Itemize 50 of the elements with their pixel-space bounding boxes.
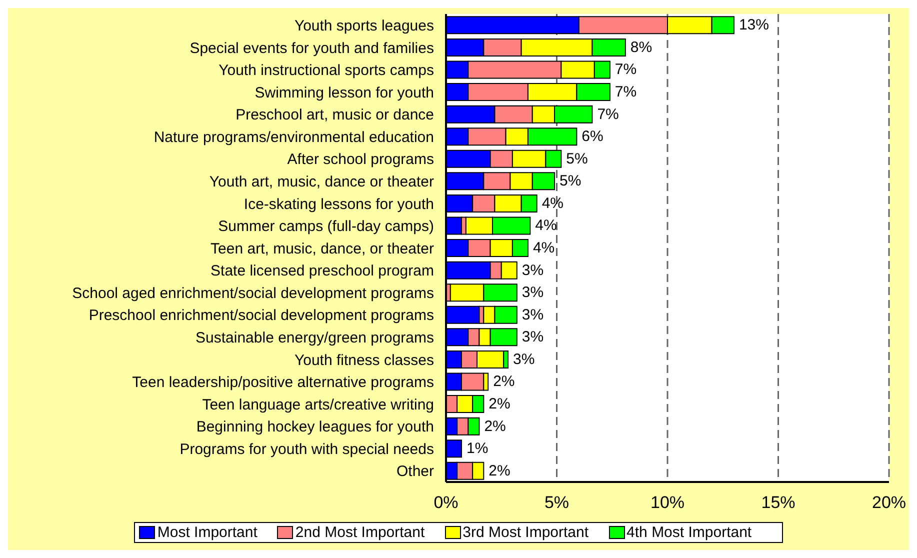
total-label: 3%	[513, 350, 535, 368]
y-tick-label: State licensed preschool program	[210, 262, 434, 280]
y-tick-label: Teen language arts/creative writing	[202, 396, 434, 414]
y-tick-label: Summer camps (full-day camps)	[218, 218, 434, 236]
total-label: 2%	[488, 396, 510, 412]
x-tick-label: 0%	[434, 493, 458, 512]
y-tick-label: School aged enrichment/social development programs	[72, 284, 434, 302]
y-tick-label: Teen leadership/positive alternative programs	[132, 374, 434, 392]
total-label: 5%	[566, 150, 588, 168]
x-tick-label: 20%	[872, 493, 906, 512]
legend-label: 2nd Most Important	[294, 524, 425, 541]
total-label: 7%	[614, 84, 637, 100]
total-label: 5%	[560, 172, 582, 190]
total-label: 6%	[582, 128, 604, 146]
total-label: 3%	[522, 262, 544, 279]
y-tick-label: Programs for youth with special needs	[180, 440, 434, 458]
total-label: 4%	[542, 194, 564, 212]
x-tick-label: 10%	[650, 493, 685, 512]
y-tick-label: Teen art, music, dance, or theater	[210, 240, 434, 258]
total-label: 2%	[493, 373, 515, 390]
y-tick-label: Swimming lesson for youth	[254, 84, 434, 102]
y-tick-label: Special events for youth and families	[190, 40, 434, 57]
legend-label: 3rd Most Important	[462, 524, 589, 541]
total-label: 7%	[597, 106, 619, 123]
y-tick-label: Other	[396, 463, 434, 480]
total-label: 3%	[522, 306, 544, 324]
total-label: 2%	[488, 462, 510, 480]
y-tick-label: Sustainable energy/green programs	[196, 329, 434, 346]
y-tick-label: After school programs	[287, 151, 434, 168]
y-tick-label: Youth art, music, dance or theater	[209, 173, 434, 190]
y-tick-label: Nature programs/environmental education	[154, 128, 434, 146]
total-label: 2%	[484, 418, 506, 435]
total-label: 13%	[738, 16, 769, 34]
legend-label: 4th Most Important	[626, 524, 752, 541]
y-tick-label: Preschool enrichment/social development programs	[88, 307, 434, 324]
total-label: 3%	[522, 328, 544, 346]
total-label: 8%	[630, 38, 652, 56]
y-tick-label: Youth instructional sports camps	[218, 62, 434, 80]
y-tick-label: Preschool art, music or dance	[236, 106, 434, 124]
total-label: 3%	[522, 284, 544, 302]
y-tick-label: Beginning hockey leagues for youth	[196, 418, 434, 436]
legend-label: Most Important	[156, 524, 258, 541]
x-tick-label: 15%	[761, 493, 796, 512]
total-label: 1%	[466, 440, 488, 458]
total-label: 7%	[614, 61, 637, 78]
y-tick-label: Ice-skating lessons for youth	[244, 196, 434, 213]
y-tick-label: Youth sports leagues	[294, 17, 434, 34]
y-tick-label: Youth fitness classes	[294, 352, 434, 369]
total-label: 4%	[532, 240, 555, 256]
x-tick-label: 5%	[544, 493, 570, 512]
